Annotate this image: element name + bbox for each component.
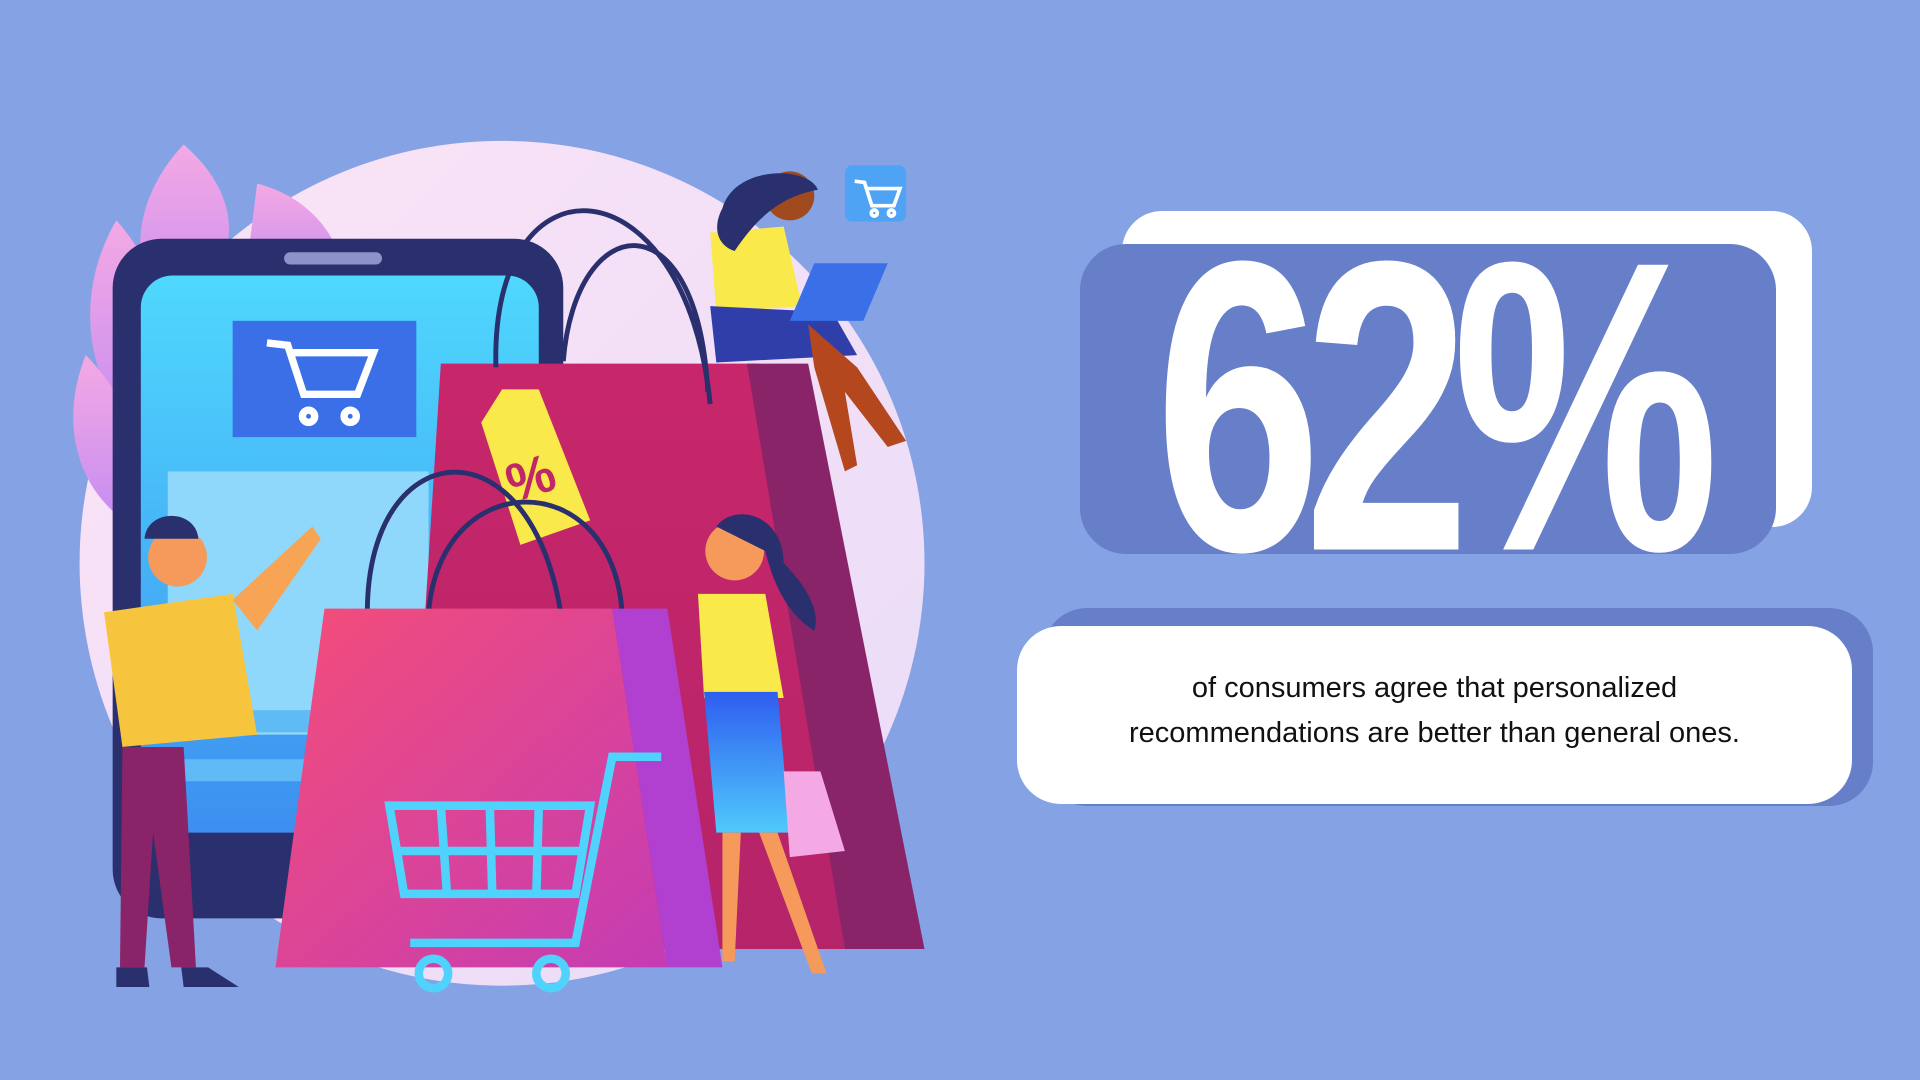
description-line: recommendations are better than general … (1129, 717, 1740, 749)
shopping-cart-icon (854, 179, 903, 218)
floating-cart-badge (844, 165, 907, 222)
woman-figure (697, 514, 845, 974)
phone-cart-button (232, 320, 417, 438)
man-figure (104, 515, 321, 987)
stat-card: 62% (1080, 199, 1776, 613)
shopping-cart-icon (266, 339, 379, 427)
laptop-icon (789, 263, 888, 321)
description-line: of consumers agree that personalized (1191, 672, 1678, 704)
description-card: of consumers agree that personalized rec… (1017, 626, 1852, 804)
sitting-woman-figure (710, 171, 907, 472)
shopping-cart (384, 752, 662, 993)
stat-description: of consumers agree that personalized rec… (1129, 666, 1740, 756)
stat-value: 62% (1154, 174, 1719, 638)
shopping-bag-icon (783, 771, 845, 858)
front-shopping-bag (275, 469, 723, 968)
